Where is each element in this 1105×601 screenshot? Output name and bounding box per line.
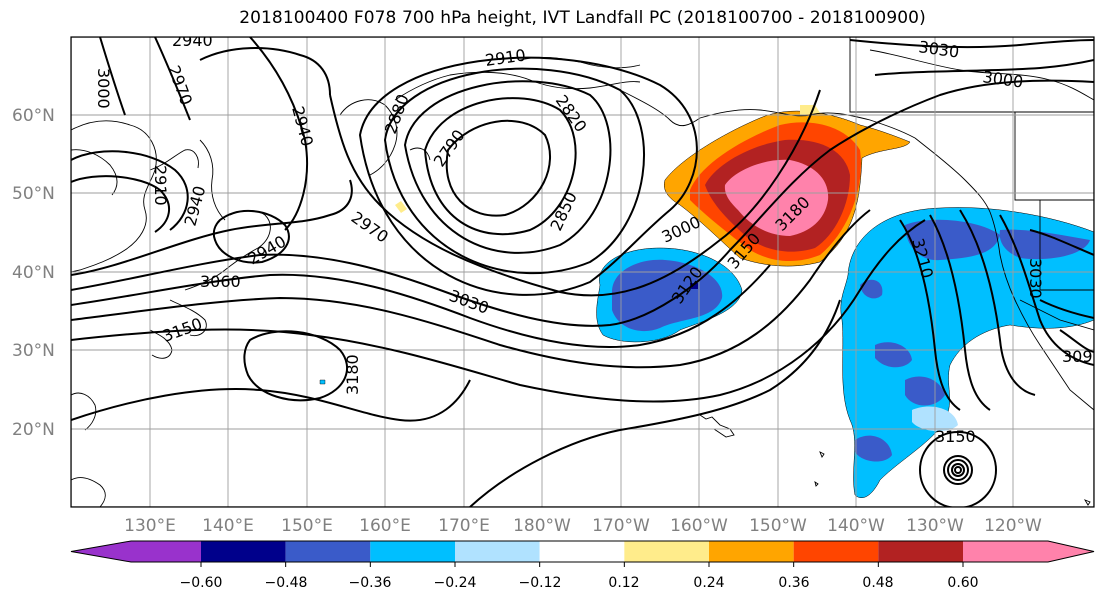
colorbar-tick-label: −0.48 — [265, 575, 308, 591]
colorbar-segment — [201, 541, 286, 562]
contour-label: 3060 — [200, 272, 241, 291]
colorbar-tick-label: 0.24 — [693, 575, 724, 591]
lat-label: 20°N — [12, 420, 55, 440]
lat-label: 60°N — [12, 106, 55, 126]
lat-label: 40°N — [12, 263, 55, 283]
colorbar-tick-labels: −0.60 −0.48 −0.36 −0.24 −0.12 0.12 0.24 … — [180, 575, 979, 591]
colorbar-tick-label: −0.12 — [519, 575, 562, 591]
contour-label: 3180 — [343, 354, 362, 395]
colorbar: −0.60 −0.48 −0.36 −0.24 −0.12 0.12 0.24 … — [70, 540, 1095, 591]
lon-label: 170°E — [438, 516, 490, 536]
map-area: 2940 3000 2970 2910 2880 2820 2790 2850 … — [71, 31, 1103, 507]
longitude-labels: 130°E 140°E 150°E 160°E 170°E 180°W 170°… — [124, 516, 1042, 536]
lon-label: 140°W — [827, 516, 885, 536]
colorbar-tick-label: −0.60 — [180, 575, 223, 591]
contour-label: 3030 — [1026, 258, 1045, 299]
lon-label: 150°W — [749, 516, 807, 536]
colorbar-tick-label: 0.48 — [862, 575, 893, 591]
colorbar-segment — [709, 541, 794, 562]
lon-label: 130°E — [124, 516, 176, 536]
latitude-labels: 60°N 50°N 40°N 30°N 20°N — [12, 106, 55, 440]
colorbar-segments — [70, 540, 1095, 563]
gridlines — [71, 37, 1094, 507]
contour-label: 3090 — [1062, 347, 1103, 366]
lon-label: 170°W — [592, 516, 650, 536]
lat-label: 50°N — [12, 184, 55, 204]
lon-label: 140°E — [202, 516, 254, 536]
height-contours — [71, 37, 1094, 507]
lon-label: 130°W — [906, 516, 964, 536]
colorbar-tick-label: 0.36 — [778, 575, 809, 591]
lon-label: 160°E — [359, 516, 411, 536]
contour-label: 2910 — [151, 165, 170, 206]
colorbar-tick-label: −0.24 — [434, 575, 477, 591]
colorbar-segment — [878, 541, 963, 562]
lon-label: 120°W — [984, 516, 1042, 536]
coastlines — [71, 37, 1094, 507]
colorbar-segment — [285, 541, 371, 562]
colorbar-ticks — [200, 562, 964, 567]
lon-label: 160°W — [670, 516, 728, 536]
colorbar-tick-label: −0.36 — [349, 575, 392, 591]
contour-label: 3150 — [935, 427, 976, 446]
lon-label: 180°W — [513, 516, 571, 536]
lat-label: 30°N — [12, 341, 55, 361]
contour-label: 2940 — [172, 31, 213, 50]
colorbar-segment — [455, 541, 540, 562]
colorbar-tick-label: 0.60 — [947, 575, 978, 591]
colorbar-segment — [539, 541, 625, 562]
map-title: 2018100400 F078 700 hPa height, IVT Land… — [239, 8, 926, 28]
colorbar-segment — [71, 541, 201, 562]
colorbar-outline — [70, 540, 1095, 563]
colorbar-tick-label: 0.12 — [608, 575, 639, 591]
colorbar-segment — [624, 541, 709, 562]
colorbar-segment — [370, 541, 455, 562]
lon-label: 150°E — [281, 516, 333, 536]
colorbar-segment — [963, 541, 1094, 562]
colorbar-segment — [793, 541, 879, 562]
contour-label: 3000 — [94, 68, 113, 109]
